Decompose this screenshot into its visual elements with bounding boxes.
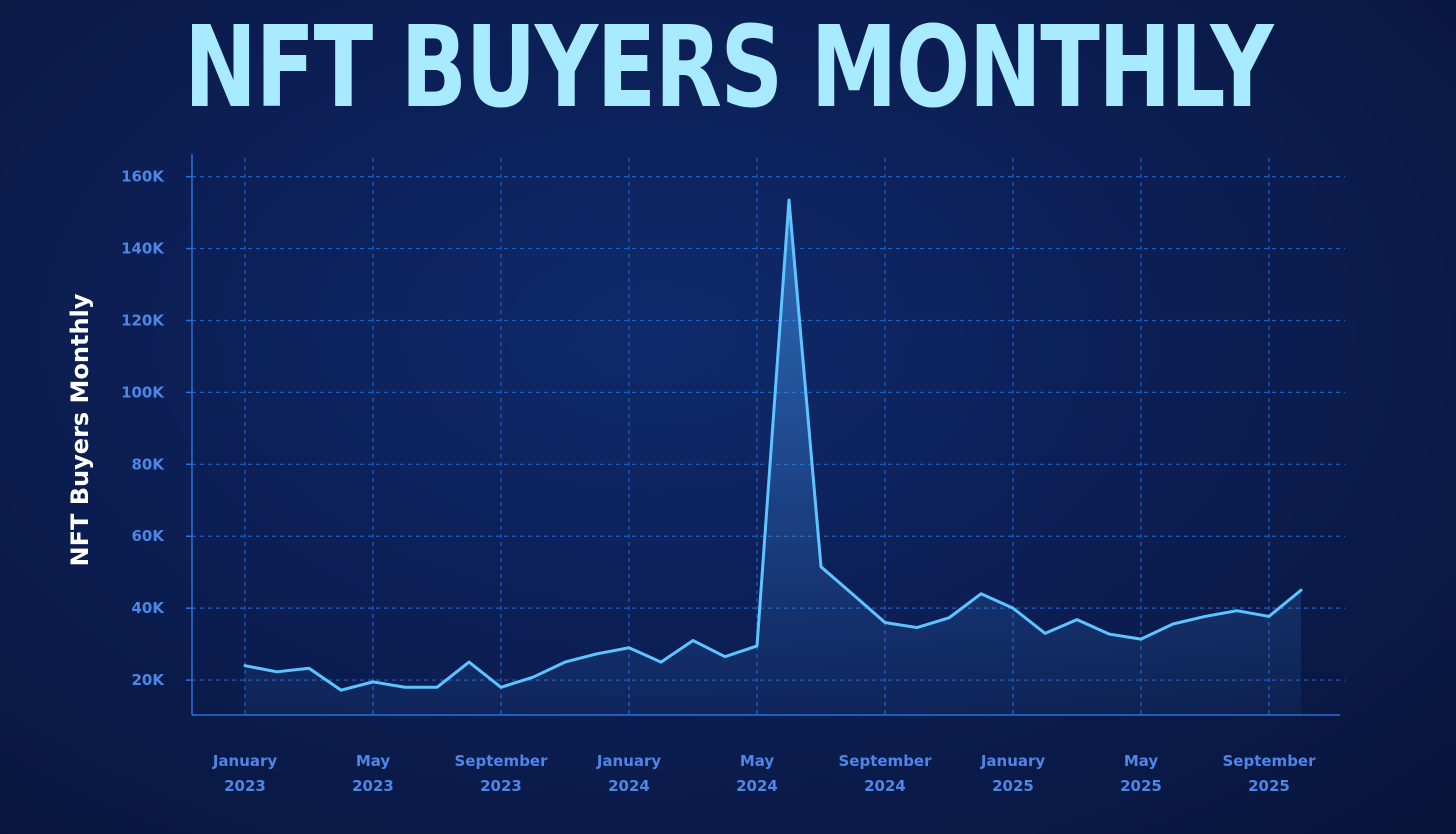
- x-tick-label-year: 2023: [480, 777, 522, 795]
- y-tick-label: 100K: [121, 383, 165, 401]
- y-tick-label: 140K: [121, 240, 165, 258]
- y-tick-label: 40K: [132, 599, 166, 617]
- y-tick-label: 120K: [121, 311, 165, 329]
- y-tick-label: 160K: [121, 168, 165, 186]
- y-tick-labels: 20K 40K 60K 80K 100K 120K 140K 160K: [121, 168, 192, 689]
- x-tick-label-month: September: [1223, 752, 1317, 770]
- y-tick-label: 20K: [132, 671, 166, 689]
- x-tick-label-month: September: [839, 752, 933, 770]
- x-tick-label-month: May: [356, 752, 391, 770]
- x-tick-label-year: 2024: [608, 777, 650, 795]
- x-tick-label-month: September: [455, 752, 549, 770]
- x-tick-label-year: 2025: [1248, 777, 1290, 795]
- y-tick-label: 60K: [132, 527, 166, 545]
- series-line: [243, 198, 1303, 692]
- x-tick-label-month: January: [212, 752, 278, 770]
- x-tick-label-month: January: [980, 752, 1046, 770]
- y-tick-label: 80K: [132, 455, 166, 473]
- series-line-layer: [243, 198, 1303, 692]
- x-tick-labels: January 2023 May 2023 September 2023 January 20…: [212, 752, 1316, 795]
- x-tick-label-month: January: [596, 752, 662, 770]
- x-tick-label-year: 2023: [352, 777, 394, 795]
- x-tick-label-year: 2023: [224, 777, 266, 795]
- axes: [191, 154, 1340, 716]
- x-tick-label-year: 2025: [1120, 777, 1162, 795]
- x-tick-label-month: May: [740, 752, 775, 770]
- x-tick-label-year: 2025: [992, 777, 1034, 795]
- area-fill-layer: [245, 200, 1301, 715]
- series-area: [245, 200, 1301, 715]
- x-tick-label-year: 2024: [864, 777, 906, 795]
- chart-title: NFT BUYERS MONTHLY: [183, 3, 1274, 133]
- x-tick-label-year: 2024: [736, 777, 778, 795]
- x-tick-label-month: May: [1124, 752, 1159, 770]
